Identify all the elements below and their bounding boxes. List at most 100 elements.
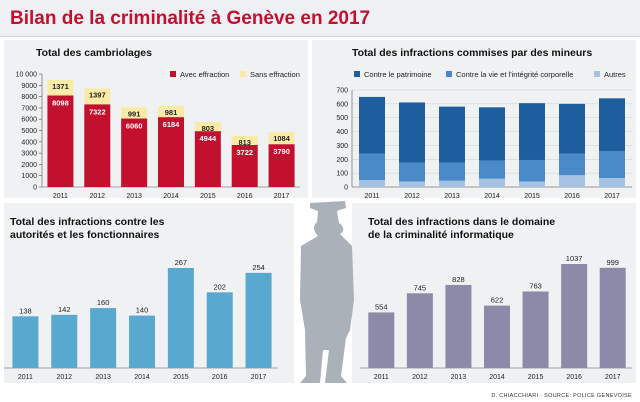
data-label-sans-effraction: 1084 bbox=[273, 134, 291, 143]
x-tick-label-autorites: 2011 bbox=[18, 374, 33, 381]
data-label-autorites: 140 bbox=[136, 306, 149, 315]
data-label-autorites: 142 bbox=[58, 305, 71, 314]
data-label-autorites: 254 bbox=[252, 263, 265, 272]
bar-contre-la-vie bbox=[399, 162, 425, 182]
data-label-avec-effraction: 3722 bbox=[236, 148, 253, 157]
x-tick-label-informatique: 2016 bbox=[566, 374, 582, 381]
x-tick-label-cambriolages: 2011 bbox=[53, 193, 68, 200]
x-tick-label-autorites: 2012 bbox=[56, 374, 72, 381]
y-tick-label-mineurs: 0 bbox=[344, 185, 348, 192]
x-tick-label-informatique: 2013 bbox=[451, 374, 467, 381]
legend-label-mineurs: Contre la vie et l'intégrité corporelle bbox=[456, 70, 573, 79]
data-label-avec-effraction: 6060 bbox=[126, 122, 143, 131]
police-officer-silhouette bbox=[300, 201, 354, 383]
data-label-avec-effraction: 8098 bbox=[52, 98, 69, 107]
x-tick-label-informatique: 2014 bbox=[489, 374, 505, 381]
data-label-autorites: 138 bbox=[19, 306, 32, 315]
bar-informatique bbox=[599, 267, 626, 368]
x-tick-label-mineurs: 2012 bbox=[404, 193, 420, 200]
y-tick-label-cambriolages: 9000 bbox=[21, 83, 37, 90]
chart-title-autorites: Total des infractions contre les autorit… bbox=[10, 216, 165, 241]
y-tick-label-cambriolages: 7000 bbox=[21, 105, 37, 112]
bar-sans-effraction bbox=[158, 106, 184, 118]
bar-contre-la-vie bbox=[599, 150, 625, 178]
x-tick-label-mineurs: 2011 bbox=[364, 193, 379, 200]
y-tick-label-cambriolages: 10 000 bbox=[16, 72, 38, 79]
x-tick-label-autorites: 2015 bbox=[173, 374, 189, 381]
x-tick-label-autorites: 2017 bbox=[251, 374, 267, 381]
bar-informatique bbox=[406, 293, 433, 368]
data-label-informatique: 763 bbox=[529, 281, 542, 290]
legend-swatch-avec-effraction bbox=[170, 71, 176, 77]
bar-contre-le-patrimoine bbox=[359, 96, 385, 154]
y-tick-label-cambriolages: 5000 bbox=[21, 128, 37, 135]
bar-sans-effraction bbox=[268, 131, 295, 145]
bar-autorites bbox=[167, 268, 194, 368]
data-label-avec-effraction: 3790 bbox=[273, 147, 290, 156]
data-label-informatique: 554 bbox=[375, 302, 388, 311]
bar-autorites bbox=[51, 314, 78, 368]
bar-autres bbox=[559, 175, 585, 187]
bar-avec-effraction bbox=[121, 118, 148, 187]
bar-contre-la-vie bbox=[519, 159, 545, 182]
chart-title-mineurs: Total des infractions commises par des m… bbox=[352, 47, 593, 59]
data-label-sans-effraction: 1397 bbox=[89, 90, 106, 99]
y-tick-label-cambriolages: 2000 bbox=[21, 162, 37, 169]
bar-contre-le-patrimoine bbox=[599, 98, 625, 151]
bar-informatique bbox=[522, 291, 549, 368]
bar-avec-effraction bbox=[84, 104, 111, 187]
x-tick-label-autorites: 2013 bbox=[95, 374, 111, 381]
x-tick-label-cambriolages: 2016 bbox=[237, 193, 253, 200]
legend-label-mineurs: Autres bbox=[604, 70, 626, 79]
data-label-informatique: 622 bbox=[491, 296, 504, 305]
data-label-informatique: 745 bbox=[414, 283, 427, 292]
bar-avec-effraction bbox=[231, 144, 258, 187]
bar-sans-effraction bbox=[231, 135, 258, 145]
legend-label-mineurs: Contre le patrimoine bbox=[364, 70, 432, 79]
bar-autorites bbox=[129, 315, 155, 368]
y-tick-label-cambriolages: 8000 bbox=[21, 94, 37, 101]
x-tick-label-cambriolages: 2017 bbox=[274, 193, 290, 200]
x-tick-label-informatique: 2011 bbox=[374, 374, 389, 381]
bar-contre-le-patrimoine bbox=[559, 103, 585, 154]
bar-sans-effraction bbox=[84, 88, 111, 105]
data-label-sans-effraction: 981 bbox=[165, 108, 178, 117]
data-label-avec-effraction: 6184 bbox=[163, 120, 181, 129]
bar-avec-effraction bbox=[158, 117, 184, 187]
y-tick-label-mineurs: 100 bbox=[336, 171, 348, 178]
bar-contre-la-vie bbox=[439, 162, 465, 181]
data-label-informatique: 999 bbox=[606, 258, 619, 267]
bar-contre-la-vie bbox=[479, 160, 505, 179]
bar-contre-le-patrimoine bbox=[519, 103, 545, 160]
data-label-sans-effraction: 1371 bbox=[52, 82, 69, 91]
x-tick-label-mineurs: 2016 bbox=[564, 193, 580, 200]
x-tick-label-cambriolages: 2015 bbox=[200, 193, 216, 200]
legend-swatch-sans-effraction bbox=[240, 71, 246, 77]
data-label-avec-effraction: 4944 bbox=[200, 134, 218, 143]
y-tick-label-mineurs: 700 bbox=[336, 88, 348, 95]
bar-avec-effraction bbox=[47, 95, 74, 187]
data-label-informatique: 828 bbox=[452, 275, 465, 284]
bar-informatique bbox=[561, 264, 588, 368]
bar-autres bbox=[439, 180, 465, 187]
bar-autres bbox=[399, 181, 425, 187]
y-tick-label-cambriolages: 0 bbox=[33, 185, 37, 192]
bar-autres bbox=[599, 177, 625, 187]
bar-contre-la-vie bbox=[559, 153, 585, 176]
bar-contre-le-patrimoine bbox=[479, 107, 505, 161]
y-tick-label-mineurs: 400 bbox=[336, 129, 348, 136]
legend-label-avec-effraction: Avec effraction bbox=[180, 70, 229, 79]
data-label-sans-effraction: 813 bbox=[238, 138, 251, 147]
x-tick-label-informatique: 2015 bbox=[528, 374, 544, 381]
chart-title-cambriolages: Total des cambriolages bbox=[36, 47, 152, 59]
bar-autres bbox=[519, 181, 545, 187]
legend-swatch-mineurs bbox=[594, 71, 600, 77]
bar-sans-effraction bbox=[121, 107, 148, 119]
chart-title-informatique: Total des infractions dans le domaine de… bbox=[368, 216, 556, 241]
x-tick-label-informatique: 2017 bbox=[605, 374, 621, 381]
bar-autorites bbox=[90, 308, 117, 368]
x-tick-label-cambriolages: 2012 bbox=[89, 193, 105, 200]
x-tick-label-cambriolages: 2013 bbox=[126, 193, 142, 200]
header-bar: Bilan de la criminalité à Genève en 2017 bbox=[0, 0, 640, 37]
